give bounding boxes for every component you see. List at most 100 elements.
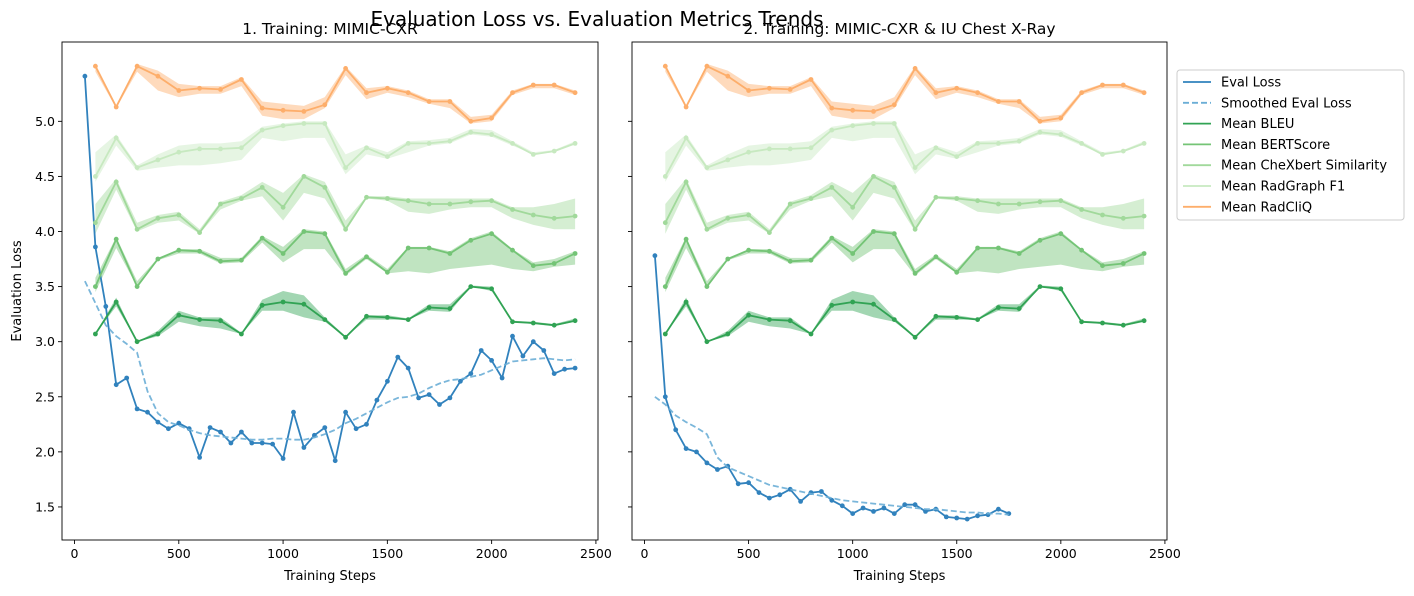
point-mean-bertscore [531, 263, 536, 268]
point-mean-chexbert-similarity [93, 220, 98, 225]
point-mean-bleu [93, 332, 98, 337]
point-eval-loss [260, 441, 265, 446]
point-mean-radcliq [281, 108, 286, 113]
point-mean-bertscore [573, 251, 578, 256]
point-eval-loss [757, 490, 762, 495]
point-mean-radcliq [510, 90, 515, 95]
point-eval-loss [489, 358, 494, 363]
point-mean-bertscore [364, 254, 369, 259]
point-mean-bertscore [871, 229, 876, 234]
x-tick-label: 2500 [1149, 546, 1181, 561]
point-mean-radcliq [260, 106, 265, 111]
y-tick-label: 2.5 [35, 389, 55, 404]
panel-1-xlabel: Training Steps [283, 569, 376, 584]
point-mean-radgraph-f1 [552, 149, 557, 154]
point-mean-bleu [573, 318, 578, 323]
point-mean-bertscore [788, 259, 793, 264]
point-mean-radgraph-f1 [829, 128, 834, 133]
x-tick-label: 1000 [267, 546, 299, 561]
point-mean-bertscore [302, 229, 307, 234]
point-eval-loss [437, 402, 442, 407]
point-mean-bertscore [468, 238, 473, 243]
point-mean-radgraph-f1 [850, 123, 855, 128]
point-mean-bertscore [1121, 261, 1126, 266]
y-tick-label: 5.0 [35, 114, 55, 129]
legend-label: Mean CheXbert Similarity [1221, 159, 1387, 174]
point-mean-bertscore [510, 248, 515, 253]
point-mean-chexbert-similarity [767, 230, 772, 235]
point-mean-bleu [260, 303, 265, 308]
point-mean-bertscore [135, 284, 140, 289]
point-mean-radcliq [489, 116, 494, 121]
point-mean-chexbert-similarity [975, 198, 980, 203]
point-mean-bertscore [489, 231, 494, 236]
point-mean-bleu [1100, 321, 1105, 326]
point-mean-bleu [663, 332, 668, 337]
point-mean-radgraph-f1 [892, 121, 897, 126]
point-mean-radgraph-f1 [1142, 141, 1147, 146]
point-eval-loss [343, 410, 348, 415]
point-mean-radcliq [406, 90, 411, 95]
point-eval-loss [333, 458, 338, 463]
point-mean-radcliq [996, 99, 1001, 104]
point-mean-radcliq [913, 66, 918, 71]
point-mean-bleu [343, 335, 348, 340]
point-eval-loss [882, 506, 887, 511]
point-mean-radgraph-f1 [1017, 139, 1022, 144]
point-mean-bertscore [913, 271, 918, 276]
point-eval-loss [270, 442, 275, 447]
point-mean-radcliq [1121, 83, 1126, 88]
point-mean-bleu [489, 286, 494, 291]
panel-2-title: 2. Training: MIMIC-CXR & IU Chest X-Ray [743, 20, 1055, 38]
point-eval-loss [562, 367, 567, 372]
point-mean-bleu [218, 318, 223, 323]
point-mean-chexbert-similarity [448, 202, 453, 207]
point-mean-bleu [1017, 306, 1022, 311]
point-mean-radgraph-f1 [573, 141, 578, 146]
line-mean-radcliq [95, 66, 575, 121]
panel-2-series [653, 64, 1147, 522]
point-mean-radgraph-f1 [489, 132, 494, 137]
point-mean-chexbert-similarity [218, 202, 223, 207]
point-mean-radcliq [427, 99, 432, 104]
point-mean-radcliq [1017, 99, 1022, 104]
point-mean-bertscore [427, 246, 432, 251]
x-tick-label: 2500 [580, 546, 612, 561]
panel-2-xlabel: Training Steps [853, 569, 946, 584]
point-eval-loss [124, 376, 129, 381]
point-mean-radcliq [197, 86, 202, 91]
point-mean-radgraph-f1 [1121, 149, 1126, 154]
point-mean-chexbert-similarity [996, 202, 1001, 207]
point-eval-loss [500, 376, 505, 381]
point-mean-radgraph-f1 [197, 147, 202, 152]
point-mean-bleu [705, 339, 710, 344]
point-mean-bleu [1142, 318, 1147, 323]
point-mean-radcliq [385, 86, 390, 91]
point-mean-radcliq [552, 83, 557, 88]
band-mean-radgraph-f1 [95, 121, 575, 182]
point-mean-chexbert-similarity [531, 213, 536, 218]
point-mean-chexbert-similarity [322, 185, 327, 190]
point-eval-loss [135, 407, 140, 412]
point-mean-bertscore [385, 270, 390, 275]
point-mean-bleu [975, 317, 980, 322]
point-mean-chexbert-similarity [809, 196, 814, 201]
band-mean-chexbert-similarity [95, 174, 575, 234]
point-mean-radgraph-f1 [725, 158, 730, 163]
point-eval-loss [531, 339, 536, 344]
line-mean-bleu [665, 287, 1144, 342]
point-mean-radcliq [364, 90, 369, 95]
point-mean-chexbert-similarity [114, 180, 119, 185]
point-mean-bertscore [663, 284, 668, 289]
band-mean-radgraph-f1 [665, 121, 1144, 182]
legend-label: Mean RadCliQ [1221, 200, 1312, 215]
point-mean-radcliq [871, 109, 876, 114]
point-mean-bleu [725, 332, 730, 337]
point-eval-loss [364, 422, 369, 427]
point-eval-loss [218, 430, 223, 435]
point-eval-loss [83, 74, 88, 79]
band-mean-radcliq [95, 64, 575, 124]
point-mean-radcliq [468, 119, 473, 124]
point-mean-radcliq [1142, 90, 1147, 95]
point-mean-radcliq [218, 87, 223, 92]
